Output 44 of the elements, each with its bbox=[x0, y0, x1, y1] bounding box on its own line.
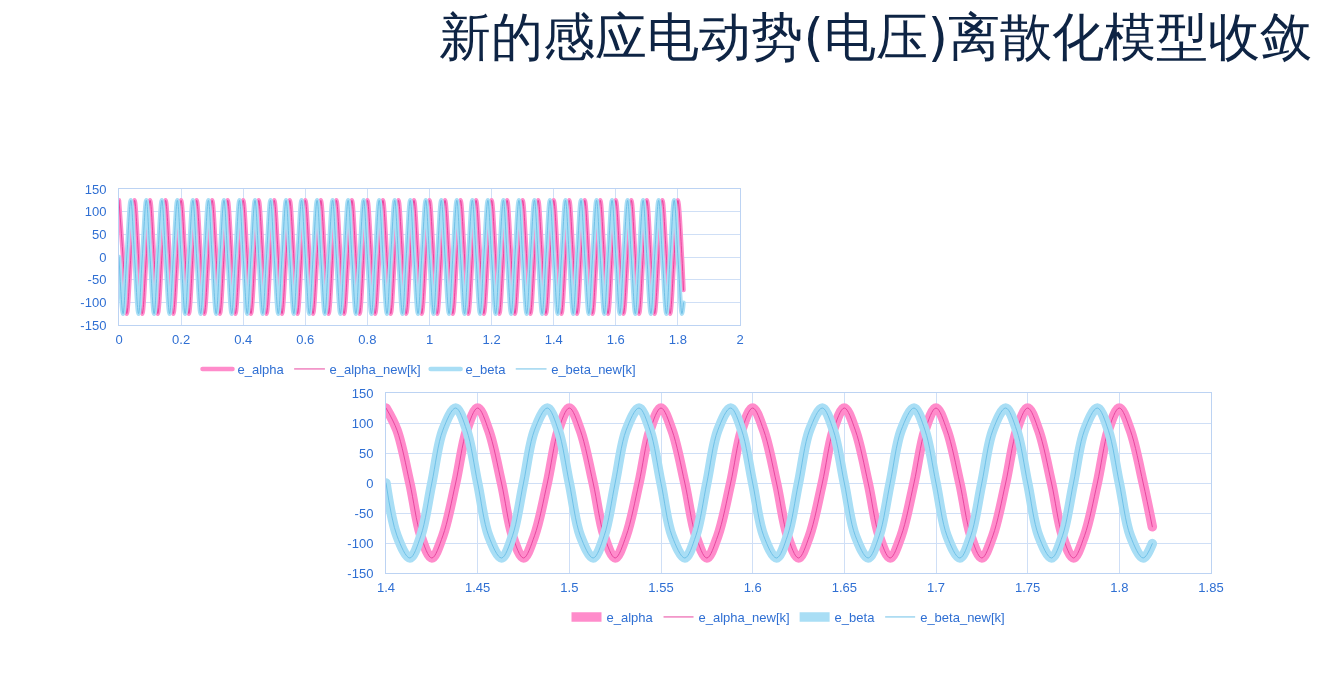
y-tick-label: 150 bbox=[84, 181, 107, 197]
y-tick-label: -100 bbox=[80, 294, 107, 310]
y-tick-label: -100 bbox=[347, 535, 374, 551]
legend-label: e_beta_new[k] bbox=[920, 610, 1005, 626]
legend-label: e_alpha bbox=[606, 610, 654, 626]
y-tick-label: 150 bbox=[351, 385, 374, 401]
x-tick-label: 2 bbox=[736, 331, 744, 347]
x-tick-label: 1.45 bbox=[465, 579, 491, 595]
legend-label: e_alpha_new[k] bbox=[329, 362, 421, 378]
y-tick-label: -50 bbox=[354, 505, 374, 521]
x-tick-label: 1.85 bbox=[1198, 579, 1224, 595]
x-tick-label: 1.5 bbox=[560, 579, 579, 595]
x-tick-label: 1.6 bbox=[743, 579, 762, 595]
x-tick-label: 1.55 bbox=[648, 579, 674, 595]
x-tick-label: 1.8 bbox=[668, 331, 687, 347]
x-tick-label: 1.75 bbox=[1015, 579, 1041, 595]
x-tick-label: 0.8 bbox=[358, 331, 377, 347]
x-tick-label: 0.2 bbox=[172, 331, 191, 347]
y-tick-label: 50 bbox=[358, 445, 374, 461]
x-tick-label: 0.6 bbox=[296, 331, 315, 347]
x-tick-label: 1.2 bbox=[482, 331, 501, 347]
x-tick-label: 1 bbox=[425, 331, 434, 347]
y-tick-label: 100 bbox=[84, 204, 107, 220]
y-tick-label: 100 bbox=[351, 415, 374, 431]
y-tick-label: -150 bbox=[80, 317, 107, 333]
y-tick-label: -150 bbox=[347, 565, 374, 581]
x-tick-label: 1.4 bbox=[544, 331, 563, 347]
x-tick-label: 1.8 bbox=[1110, 579, 1129, 595]
legend-label: e_beta bbox=[465, 362, 507, 378]
x-tick-label: 0.4 bbox=[234, 331, 253, 347]
x-tick-label: 1.65 bbox=[831, 579, 857, 595]
legend-label: e_alpha bbox=[237, 362, 285, 378]
y-tick-label: 50 bbox=[91, 226, 107, 242]
x-tick-label: 1.7 bbox=[926, 579, 946, 595]
text: 新的感应电动势(电压)离散化模型收敛 bbox=[439, 7, 1312, 68]
x-tick-label: 1.4 bbox=[376, 579, 396, 595]
legend-label: e_beta bbox=[834, 610, 876, 626]
y-tick-label: 0 bbox=[366, 475, 374, 491]
x-tick-label: 1.6 bbox=[606, 331, 625, 347]
y-tick-label: 0 bbox=[99, 249, 107, 265]
legend-label: e_alpha_new[k] bbox=[698, 610, 790, 626]
y-tick-label: -50 bbox=[87, 272, 107, 288]
x-tick-label: 0 bbox=[115, 331, 123, 347]
legend-label: e_beta_new[k] bbox=[551, 362, 636, 378]
